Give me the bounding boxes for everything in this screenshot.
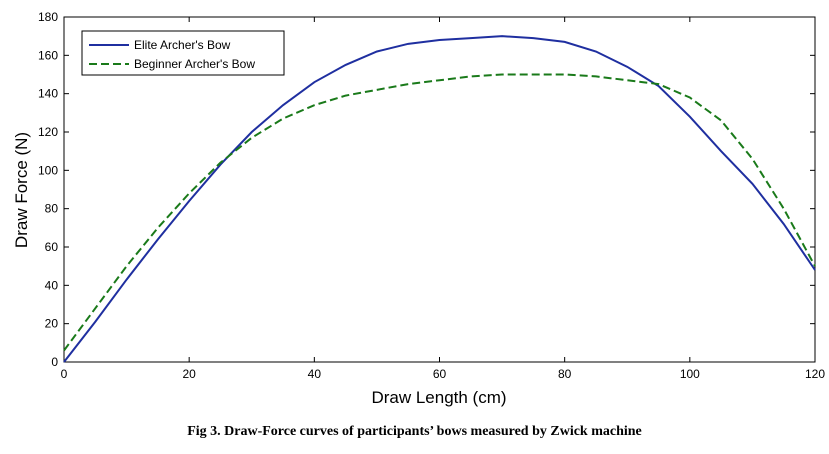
y-tick-label: 140 xyxy=(38,87,58,101)
y-tick-label: 20 xyxy=(45,317,59,331)
x-tick-label: 100 xyxy=(680,367,700,381)
x-tick-label: 80 xyxy=(558,367,572,381)
legend-label-1: Beginner Archer's Bow xyxy=(134,57,255,71)
series-line-1 xyxy=(63,73,816,352)
y-tick-label: 40 xyxy=(45,278,59,292)
x-tick-label: 0 xyxy=(61,367,68,381)
legend: Elite Archer's Bow Beginner Archer's Bow xyxy=(81,30,285,76)
legend-box xyxy=(81,30,285,76)
x-axis-title: Draw Length (cm) xyxy=(371,388,506,407)
x-tick-label: 40 xyxy=(308,367,322,381)
y-tick-label: 0 xyxy=(51,355,58,369)
y-axis-title: Draw Force (N) xyxy=(12,132,31,248)
series-line-0 xyxy=(63,35,816,363)
draw-force-chart: 0 20 40 60 80 100 120020406080100120140160180 … xyxy=(12,10,825,407)
x-tick-label: 60 xyxy=(433,367,447,381)
y-tick-label: 60 xyxy=(45,240,59,254)
x-tick-label: 20 xyxy=(182,367,196,381)
legend-label-0: Elite Archer's Bow xyxy=(134,38,231,52)
figure-caption: Fig 3. Draw-Force curves of participants… xyxy=(187,424,642,439)
y-tick-label: 180 xyxy=(38,10,58,24)
series-lines xyxy=(63,35,816,363)
x-tick-label: 120 xyxy=(805,367,825,381)
y-tick-label: 80 xyxy=(45,202,59,216)
y-tick-label: 120 xyxy=(38,125,58,139)
y-tick-label: 160 xyxy=(38,48,58,62)
axis-ticks: 0 20 40 60 80 100 120 0 20 40 60 80 100 120 140 160 180 xyxy=(38,10,825,381)
y-tick-label: 100 xyxy=(38,163,58,177)
